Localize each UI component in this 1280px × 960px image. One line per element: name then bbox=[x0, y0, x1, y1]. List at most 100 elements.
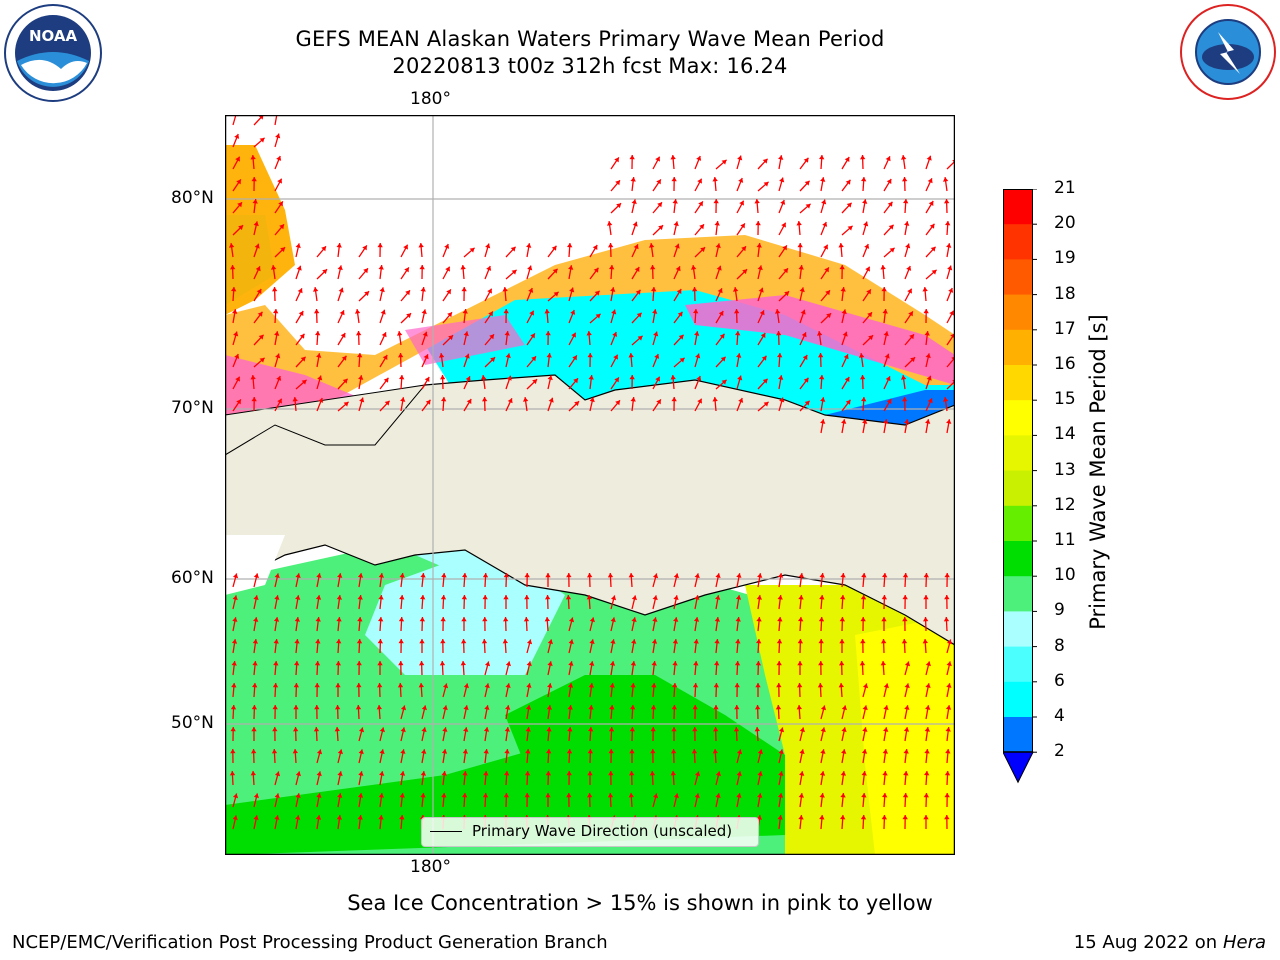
wave-direction-arrow bbox=[904, 661, 911, 676]
wave-direction-arrow bbox=[883, 398, 892, 412]
wave-direction-arrow bbox=[526, 243, 532, 258]
wave-direction-arrow bbox=[421, 705, 427, 720]
colorbar-tick-label: 12 bbox=[1054, 494, 1076, 515]
wave-direction-arrow bbox=[315, 815, 322, 830]
wave-direction-arrow bbox=[862, 419, 868, 434]
wave-direction-arrow bbox=[589, 290, 601, 302]
wave-direction-arrow bbox=[799, 203, 811, 214]
wave-direction-arrow bbox=[316, 771, 322, 786]
colorbar-tick-label: 18 bbox=[1054, 283, 1076, 304]
wave-direction-arrow bbox=[629, 154, 635, 170]
wave-direction-arrow bbox=[440, 616, 446, 632]
wave-direction-arrow bbox=[946, 287, 954, 302]
wave-direction-arrow bbox=[673, 334, 685, 346]
wave-direction-arrow bbox=[421, 309, 427, 324]
wave-direction-arrow bbox=[421, 376, 430, 390]
wave-direction-arrow bbox=[419, 639, 425, 653]
wave-direction-arrow bbox=[418, 682, 424, 698]
wave-direction-arrow bbox=[252, 682, 258, 698]
wave-direction-arrow bbox=[232, 815, 238, 830]
wave-direction-arrow bbox=[274, 133, 281, 148]
open-water-patch bbox=[225, 535, 285, 595]
wave-direction-arrow bbox=[714, 639, 720, 654]
wave-direction-arrow bbox=[904, 705, 910, 720]
wave-direction-arrow bbox=[505, 661, 511, 676]
wave-direction-arrow bbox=[715, 243, 721, 258]
wave-direction-arrow bbox=[482, 572, 489, 588]
wave-direction-arrow bbox=[568, 332, 577, 346]
wave-direction-arrow bbox=[757, 355, 767, 368]
wave-direction-arrow bbox=[588, 705, 594, 720]
wave-direction-arrow bbox=[818, 660, 824, 676]
wave-direction-arrow bbox=[796, 704, 802, 720]
wave-direction-arrow bbox=[820, 312, 832, 324]
wave-direction-arrow bbox=[295, 771, 301, 786]
wave-direction-arrow bbox=[546, 705, 553, 720]
sea-ice-region bbox=[225, 145, 295, 315]
wave-direction-arrow bbox=[421, 399, 431, 412]
wave-direction-arrow bbox=[841, 419, 847, 434]
wave-direction-arrow bbox=[715, 573, 721, 588]
wave-direction-arrow bbox=[901, 396, 908, 412]
wave-direction-arrow bbox=[757, 332, 766, 346]
wave-direction-arrow bbox=[713, 198, 719, 214]
wave-direction-arrow bbox=[568, 355, 578, 368]
wave-direction-arrow bbox=[778, 727, 785, 742]
wave-direction-arrow bbox=[883, 376, 891, 390]
wave-direction-arrow bbox=[568, 400, 580, 412]
wave-direction-arrow bbox=[777, 352, 783, 368]
wave-direction-arrow bbox=[336, 815, 343, 830]
wave-direction-arrow bbox=[945, 748, 951, 764]
wave-direction-arrow bbox=[252, 639, 259, 654]
colorbar-tick-label: 20 bbox=[1054, 213, 1076, 234]
wave-direction-arrow bbox=[274, 771, 281, 786]
wave-direction-arrow bbox=[398, 616, 405, 632]
wave-direction-arrow bbox=[480, 375, 487, 390]
wave-direction-arrow bbox=[545, 793, 551, 807]
wave-direction-arrow bbox=[820, 705, 827, 720]
wave-direction-arrow bbox=[712, 176, 718, 192]
wave-direction-arrow bbox=[755, 220, 761, 236]
wave-direction-arrow bbox=[358, 375, 364, 390]
wave-direction-arrow bbox=[358, 267, 369, 280]
wave-direction-arrow bbox=[357, 595, 363, 610]
wave-direction-arrow bbox=[463, 331, 469, 346]
wave-direction-arrow bbox=[357, 616, 363, 632]
wave-direction-arrow bbox=[883, 683, 889, 698]
wave-direction-arrow bbox=[232, 331, 239, 346]
wave-direction-arrow bbox=[253, 334, 265, 346]
wave-direction-arrow bbox=[757, 265, 763, 280]
wave-direction-arrow bbox=[442, 243, 450, 258]
wave-direction-arrow bbox=[799, 309, 806, 324]
wave-direction-arrow bbox=[358, 397, 365, 412]
wave-direction-arrow bbox=[503, 572, 510, 588]
wave-direction-arrow bbox=[880, 638, 887, 654]
wave-direction-arrow bbox=[439, 660, 446, 676]
wave-direction-arrow bbox=[232, 179, 242, 192]
wave-direction-arrow bbox=[862, 243, 870, 258]
wave-direction-arrow bbox=[607, 792, 614, 808]
chart-title-line1: GEFS MEAN Alaskan Waters Primary Wave Me… bbox=[295, 27, 885, 51]
wave-direction-arrow bbox=[652, 617, 658, 632]
wave-direction-arrow bbox=[588, 726, 594, 742]
wave-direction-arrow bbox=[316, 353, 322, 368]
wave-direction-arrow bbox=[673, 793, 679, 808]
wave-direction-arrow bbox=[312, 287, 319, 302]
wave-region-14-15s bbox=[855, 615, 955, 855]
wave-direction-arrow bbox=[295, 356, 307, 368]
wave-direction-arrow bbox=[420, 287, 426, 302]
wave-direction-arrow bbox=[610, 617, 616, 632]
wave-direction-arrow bbox=[715, 771, 721, 786]
wave-direction-arrow bbox=[232, 573, 239, 588]
wave-direction-arrow bbox=[714, 660, 720, 676]
wave-direction-arrow bbox=[944, 770, 951, 786]
wave-direction-arrow bbox=[295, 815, 301, 830]
wave-direction-arrow bbox=[482, 594, 488, 610]
wave-direction-arrow bbox=[734, 660, 741, 676]
wave-direction-arrow bbox=[439, 374, 446, 390]
wave-direction-arrow bbox=[273, 617, 280, 632]
wave-direction-arrow bbox=[463, 247, 475, 258]
wave-direction-arrow bbox=[610, 639, 616, 654]
colorbar-bin bbox=[1003, 400, 1033, 436]
wave-direction-arrow bbox=[525, 705, 532, 720]
